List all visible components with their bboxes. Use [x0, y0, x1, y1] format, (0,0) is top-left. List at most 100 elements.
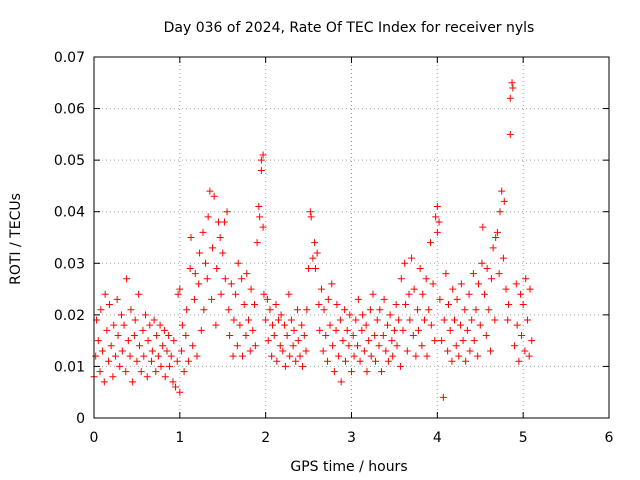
data-point	[513, 321, 521, 329]
x-tick-label: 3	[347, 430, 356, 446]
data-point	[285, 290, 293, 298]
data-point	[461, 306, 469, 314]
data-point	[152, 368, 160, 376]
data-point	[466, 347, 474, 355]
data-point	[226, 331, 234, 339]
data-point	[300, 331, 308, 339]
data-point	[97, 306, 105, 314]
data-point	[213, 264, 221, 272]
data-point	[453, 295, 461, 303]
data-point	[246, 347, 254, 355]
data-point	[414, 326, 422, 334]
data-point	[483, 264, 491, 272]
y-tick-label: 0	[76, 411, 85, 427]
data-point	[487, 347, 495, 355]
data-point	[167, 352, 175, 360]
data-point	[309, 254, 317, 262]
data-point	[451, 316, 458, 324]
data-point	[491, 316, 499, 324]
data-point	[320, 306, 328, 314]
data-point	[452, 342, 460, 350]
data-point	[335, 352, 343, 360]
data-point	[515, 357, 523, 365]
y-tick-label: 0.01	[54, 359, 85, 375]
data-point	[420, 316, 428, 324]
data-point	[234, 259, 242, 267]
data-point	[339, 337, 347, 345]
data-point	[506, 130, 514, 138]
data-point	[173, 357, 181, 365]
data-point	[505, 301, 513, 309]
data-point	[416, 264, 424, 272]
data-point	[382, 347, 390, 355]
data-point	[220, 218, 228, 226]
data-point	[462, 357, 470, 365]
data-point	[253, 239, 261, 247]
data-point	[242, 331, 250, 339]
data-point	[405, 290, 413, 298]
data-point	[359, 311, 367, 319]
x-tick-label: 1	[175, 430, 184, 446]
data-point	[512, 280, 520, 288]
data-point	[316, 326, 324, 334]
data-point	[330, 368, 338, 376]
data-point	[306, 208, 314, 216]
data-point	[260, 290, 268, 298]
data-point	[469, 270, 477, 278]
x-tick-label: 5	[519, 430, 528, 446]
data-point	[259, 223, 267, 231]
data-point	[410, 285, 418, 293]
data-point	[120, 321, 128, 329]
data-point	[485, 306, 493, 314]
data-point	[214, 218, 222, 226]
data-point	[478, 259, 486, 267]
data-point	[348, 368, 355, 376]
data-point	[178, 347, 186, 355]
data-point	[341, 306, 349, 314]
data-point	[525, 352, 533, 360]
data-point	[189, 342, 197, 350]
data-point	[245, 316, 252, 324]
axis-ticks	[93, 56, 610, 419]
data-point	[519, 301, 527, 309]
data-point	[319, 347, 327, 355]
data-point	[133, 357, 141, 365]
data-point	[442, 270, 450, 278]
data-point	[433, 203, 441, 211]
data-point	[262, 316, 270, 324]
data-point	[157, 362, 165, 370]
data-point	[272, 301, 280, 309]
data-point	[403, 347, 411, 355]
data-point	[419, 290, 427, 298]
data-point	[227, 280, 235, 288]
data-point	[492, 234, 500, 241]
data-point	[176, 285, 184, 293]
data-point	[105, 301, 113, 309]
data-point	[521, 347, 529, 355]
data-point	[289, 342, 297, 350]
data-point	[208, 244, 216, 252]
data-point	[393, 342, 401, 350]
data-point	[99, 347, 107, 355]
data-point	[126, 352, 134, 360]
data-point	[129, 378, 137, 386]
data-point	[457, 280, 465, 288]
data-point	[216, 234, 224, 241]
data-point	[92, 352, 100, 360]
x-tick-label: 0	[90, 430, 99, 446]
data-point	[397, 275, 405, 283]
data-point	[110, 321, 118, 329]
data-point	[206, 187, 214, 195]
data-point	[146, 321, 154, 329]
x-tick-label: 4	[433, 430, 442, 446]
data-point	[117, 311, 125, 319]
data-point	[270, 331, 278, 339]
data-point	[384, 321, 392, 329]
data-point	[281, 362, 289, 370]
data-point	[202, 259, 210, 267]
data-point	[199, 228, 207, 236]
data-point	[429, 280, 437, 288]
y-tick-label: 0.03	[54, 256, 85, 272]
data-point	[388, 337, 396, 345]
